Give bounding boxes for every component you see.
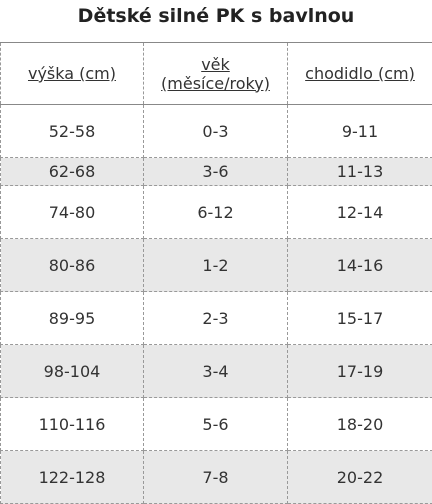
table-cell: 1-2 <box>144 239 288 292</box>
table-cell: 122-128 <box>1 451 144 504</box>
table-cell: 2-3 <box>144 292 288 345</box>
table-cell: 110-116 <box>1 398 144 451</box>
table-cell: 20-22 <box>288 451 432 504</box>
header-text: věk (měsíce/roky) <box>161 55 270 93</box>
table-cell: 98-104 <box>1 345 144 398</box>
header-row: výška (cm) věk (měsíce/roky) chodidlo (cm) <box>1 43 432 105</box>
header-cell: výška (cm) <box>1 43 144 105</box>
table-cell: 6-12 <box>144 186 288 239</box>
table-cell: 17-19 <box>288 345 432 398</box>
table-cell: 89-95 <box>1 292 144 345</box>
header-cell: chodidlo (cm) <box>288 43 432 105</box>
table-cell: 74-80 <box>1 186 144 239</box>
header-text: chodidlo (cm) <box>305 64 415 83</box>
table-cell: 9-11 <box>288 105 432 158</box>
table-cell: 80-86 <box>1 239 144 292</box>
table-cell: 12-14 <box>288 186 432 239</box>
table-cell: 18-20 <box>288 398 432 451</box>
table-cell: 14-16 <box>288 239 432 292</box>
table-cell: 62-68 <box>1 158 144 186</box>
table-cell: 11-13 <box>288 158 432 186</box>
table-cell: 3-4 <box>144 345 288 398</box>
header-text: výška (cm) <box>28 64 116 83</box>
size-table: výška (cm) věk (měsíce/roky) chodidlo (cm)… <box>0 42 432 504</box>
table-cell: 7-8 <box>144 451 288 504</box>
table-cell: 5-6 <box>144 398 288 451</box>
table-cell: 52-58 <box>1 105 144 158</box>
table-cell: 0-3 <box>144 105 288 158</box>
header-cell: věk (měsíce/roky) <box>144 43 288 105</box>
title: Dětské silné PK s bavlnou <box>0 0 432 42</box>
table-cell: 15-17 <box>288 292 432 345</box>
table-cell: 3-6 <box>144 158 288 186</box>
